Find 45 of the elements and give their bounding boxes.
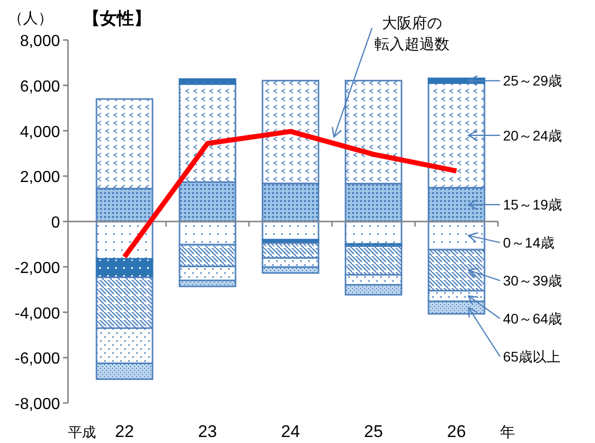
bar — [262, 80, 320, 184]
bar — [178, 83, 236, 183]
y-tick-label: -6,000 — [14, 350, 60, 368]
series-label: 20～24歳 — [503, 127, 562, 144]
series-label: 25～29歳 — [503, 72, 562, 89]
bar — [344, 284, 402, 296]
y-tick-label: 2,000 — [20, 169, 60, 186]
bar — [96, 188, 154, 222]
series-label: 15～19歳 — [503, 196, 562, 213]
x-tick-label: 23 — [198, 422, 217, 441]
bar — [262, 242, 320, 259]
bar — [262, 182, 320, 222]
y-tick-label: -4,000 — [14, 305, 60, 322]
bar — [262, 266, 320, 274]
bar — [344, 182, 402, 222]
y-tick-label: 0 — [51, 214, 60, 232]
chart-title: 【女性】 — [83, 9, 151, 28]
bar — [178, 266, 236, 282]
x-tick-label: 26 — [447, 422, 466, 441]
bar — [96, 362, 154, 380]
bar — [96, 258, 154, 278]
text: 平成 — [68, 424, 96, 440]
bar — [178, 280, 236, 288]
bar — [178, 78, 236, 85]
x-tick-label: 24 — [281, 422, 300, 441]
bar — [96, 98, 154, 190]
bar — [344, 245, 402, 276]
bar — [96, 327, 154, 364]
x-tick-label: 22 — [115, 422, 134, 441]
bar — [178, 244, 236, 268]
y-tick-label: -8,000 — [14, 396, 60, 413]
y-axis-title: （人） — [8, 10, 53, 27]
y-tick-label: -2,000 — [14, 260, 60, 277]
series-label: 40～64歳 — [503, 310, 562, 327]
y-tick-label: 8,000 — [20, 33, 60, 50]
y-tick-label: 4,000 — [20, 124, 60, 141]
text: 年 — [500, 424, 515, 441]
text: 65歳以上 — [503, 348, 561, 365]
x-tick-label: 25 — [364, 422, 383, 441]
bar — [96, 276, 154, 329]
series-label: 30～39歳 — [503, 272, 562, 289]
bar — [178, 181, 236, 222]
y-tick-label: 6,000 — [20, 78, 60, 96]
series-label: 0～14歳 — [503, 234, 554, 251]
text: 大阪府の転入超過数 — [374, 15, 450, 53]
